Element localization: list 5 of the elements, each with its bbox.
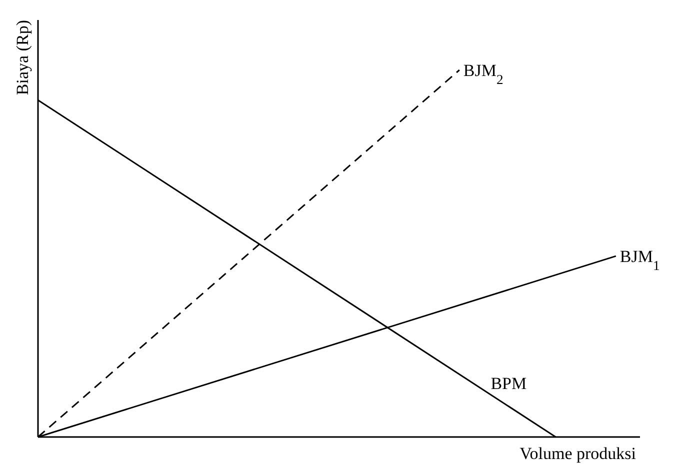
series-label: BJM$_{1}$ [620,247,660,273]
x-axis-title: Volume produksi [520,444,636,463]
y-axis-title: Biaya (Rp) [13,20,32,96]
series-label: BPM [490,374,527,393]
series-label: BJM$_{2}$ [463,61,504,86]
